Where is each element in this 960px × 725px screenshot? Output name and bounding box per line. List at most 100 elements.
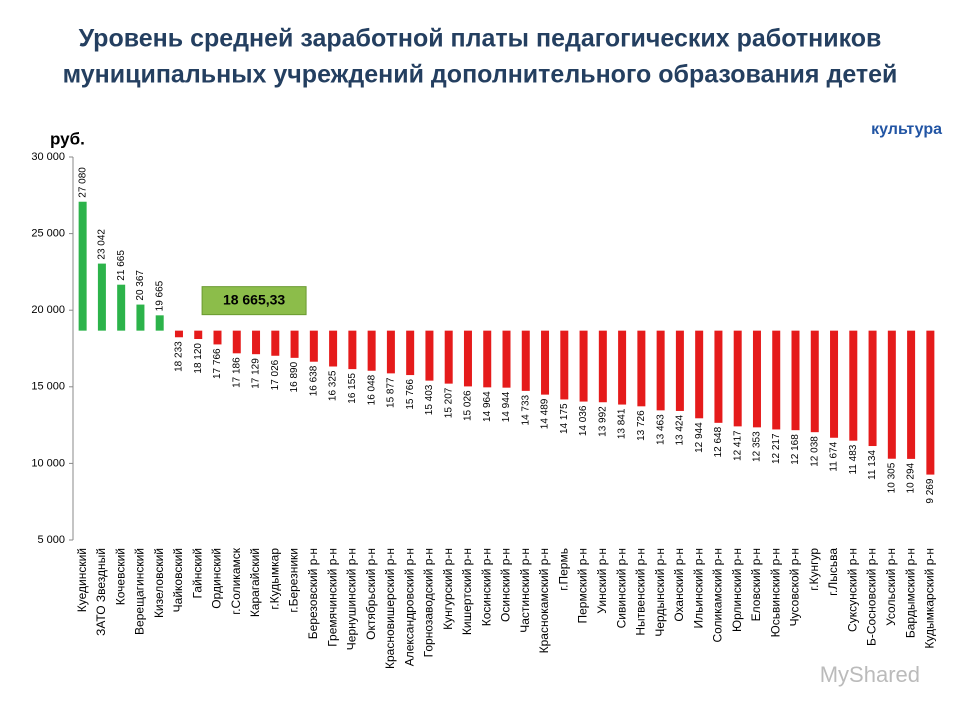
bar — [695, 330, 704, 419]
x-tick-label: Александровский р-н — [402, 548, 416, 666]
value-label: 10 294 — [906, 462, 917, 493]
value-label: 16 890 — [289, 361, 300, 392]
watermark: MyShared — [820, 662, 920, 687]
bar — [213, 330, 222, 345]
value-label: 16 325 — [328, 370, 339, 401]
bar — [444, 330, 453, 384]
average-label: 18 665,33 — [223, 291, 285, 307]
value-label: 15 877 — [386, 377, 397, 408]
x-tick-label: г.Пермь — [556, 548, 570, 591]
bar — [830, 330, 839, 438]
bar — [772, 330, 781, 430]
bar — [733, 330, 742, 427]
value-label: 14 489 — [540, 398, 551, 429]
bar — [560, 330, 569, 400]
bar — [907, 330, 916, 459]
value-label: 14 964 — [482, 391, 493, 422]
value-label: 17 186 — [231, 357, 242, 388]
value-label: 12 944 — [694, 422, 705, 453]
bar — [271, 330, 280, 356]
x-tick-label: Уинский р-н — [595, 548, 609, 614]
value-label: 13 841 — [617, 408, 628, 439]
bar — [367, 330, 376, 371]
average-box — [201, 286, 307, 316]
x-tick-label: Карагайский — [248, 548, 262, 617]
bar — [290, 330, 299, 358]
bar — [752, 330, 761, 428]
bar — [136, 304, 145, 331]
value-label: 17 026 — [270, 359, 281, 390]
value-label: 11 674 — [829, 441, 840, 471]
annotation: культура — [871, 121, 942, 138]
value-label: 12 417 — [732, 430, 743, 461]
value-label: 15 207 — [443, 387, 454, 418]
value-label: 15 403 — [424, 384, 435, 415]
bar — [521, 330, 530, 391]
value-label: 18 120 — [193, 343, 204, 374]
bar — [309, 330, 318, 362]
x-tick-label: Ординский — [210, 548, 224, 609]
x-tick-label: Кочевский — [113, 548, 127, 605]
bar — [348, 330, 357, 370]
y-tick-label: 5 000 — [37, 534, 65, 546]
x-tick-label: Осинский р-н — [499, 548, 513, 622]
x-tick-label: Сивинский р-н — [614, 548, 628, 628]
bar — [541, 330, 550, 395]
x-tick-label: г.Лысьва — [826, 548, 840, 596]
value-label: 12 648 — [713, 426, 724, 457]
value-label: 15 026 — [463, 390, 474, 421]
x-tick-label: Гайнский — [190, 548, 204, 598]
x-tick-label: Кизеловский — [152, 548, 166, 618]
bar — [463, 330, 472, 387]
x-tick-label: г.Кунгур — [807, 548, 821, 591]
bar — [849, 330, 858, 441]
x-tick-label: ЗАТО Звездный — [94, 548, 108, 636]
y-tick-label: 20 000 — [31, 304, 65, 316]
x-tick-label: г.Кудымкар — [267, 548, 281, 610]
x-tick-label: г.Березники — [287, 548, 301, 613]
value-label: 27 080 — [77, 167, 88, 198]
value-label: 12 217 — [771, 433, 782, 464]
bar — [425, 330, 434, 381]
x-tick-label: Чернушинский р-н — [345, 548, 359, 650]
x-tick-label: Юрлинский р-н — [730, 548, 744, 632]
value-label: 12 353 — [752, 431, 763, 462]
bar — [579, 330, 588, 402]
bar — [618, 330, 627, 405]
bar — [502, 330, 511, 388]
value-label: 12 038 — [809, 436, 820, 467]
value-label: 16 048 — [366, 374, 377, 405]
x-tick-label: Чайковский — [171, 548, 185, 612]
x-tick-label: Косинский р-н — [479, 548, 493, 626]
y-tick-label: 30 000 — [31, 151, 65, 163]
bar — [714, 330, 723, 423]
x-tick-label: Чусовской р-н — [788, 548, 802, 626]
y-axis-label: руб. — [50, 129, 85, 148]
value-label: 9 269 — [925, 478, 936, 503]
bar — [791, 330, 800, 431]
bar — [78, 201, 87, 331]
x-tick-label: Еловский р-н — [749, 548, 763, 621]
bar — [406, 330, 415, 376]
x-tick-label: Кишертский р-н — [460, 548, 474, 635]
x-tick-label: Юсьвинский р-н — [768, 548, 782, 637]
chart-title: Уровень средней заработной платы педагог… — [79, 25, 882, 53]
x-tick-label: Горнозаводский р-н — [422, 548, 436, 657]
y-tick-label: 10 000 — [31, 457, 65, 469]
bar — [232, 330, 241, 354]
bar — [117, 284, 126, 331]
bar — [926, 330, 935, 475]
x-tick-label: Березовский р-н — [306, 548, 320, 639]
value-label: 10 305 — [886, 462, 897, 493]
bar — [252, 330, 261, 355]
value-label: 12 168 — [790, 434, 801, 465]
x-tick-label: Нытвенский р-н — [634, 548, 648, 636]
bar — [97, 263, 106, 331]
value-label: 20 367 — [135, 270, 146, 301]
bar — [637, 330, 646, 407]
bar — [675, 330, 684, 411]
value-label: 14 175 — [559, 403, 570, 434]
bar — [174, 330, 183, 338]
x-tick-label: Оханский р-н — [672, 548, 686, 622]
